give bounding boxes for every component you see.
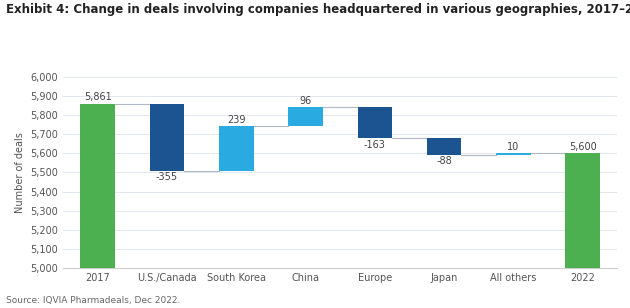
Bar (566, 153, 600, 268)
Bar (219, 126, 253, 171)
Text: 239: 239 (227, 115, 246, 124)
Text: 10: 10 (507, 142, 520, 152)
Text: Source: IQVIA Pharmadeals, Dec 2022.: Source: IQVIA Pharmadeals, Dec 2022. (6, 296, 181, 305)
Y-axis label: Number of deals: Number of deals (14, 132, 25, 213)
Text: -88: -88 (436, 156, 452, 166)
Bar (496, 153, 530, 155)
Text: -355: -355 (156, 172, 178, 182)
Bar (150, 103, 184, 171)
Text: -163: -163 (364, 140, 386, 150)
Text: 5,861: 5,861 (84, 92, 112, 102)
Text: 5,600: 5,600 (569, 142, 597, 152)
Text: 96: 96 (299, 96, 312, 106)
Bar (289, 107, 323, 126)
Bar (427, 139, 461, 155)
Text: Exhibit 4: Change in deals involving companies headquartered in various geograph: Exhibit 4: Change in deals involving com… (6, 3, 630, 16)
Bar (358, 107, 392, 139)
Bar (81, 103, 115, 268)
